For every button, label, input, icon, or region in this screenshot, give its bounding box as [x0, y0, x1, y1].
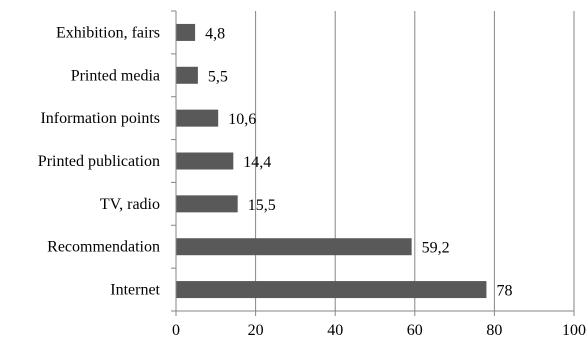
- data-label: 5,5: [208, 68, 228, 85]
- x-tick-label: 100: [562, 322, 586, 339]
- bar-3: [176, 152, 234, 170]
- data-label: 10,6: [228, 111, 256, 128]
- data-label: 78: [496, 283, 512, 300]
- bar-0: [176, 281, 487, 299]
- bar-4: [176, 109, 219, 127]
- x-tick-label: 60: [407, 322, 423, 339]
- category-label: Exhibition, fairs: [56, 24, 160, 41]
- category-label: Internet: [110, 282, 160, 299]
- data-label: 59,2: [422, 240, 450, 257]
- x-tick-label: 80: [486, 322, 502, 339]
- data-label: 15,5: [248, 197, 276, 214]
- category-label: Recommendation: [47, 239, 160, 256]
- x-tick-label: 20: [248, 322, 264, 339]
- category-label: Information points: [40, 110, 160, 127]
- x-tick-label: 40: [327, 322, 343, 339]
- bar-5: [176, 66, 198, 84]
- data-label: 14,4: [243, 154, 271, 171]
- category-label: TV, radio: [100, 196, 160, 213]
- category-label: Printed publication: [38, 153, 160, 170]
- x-tick-label: 0: [172, 322, 180, 339]
- bar-2: [176, 195, 238, 213]
- bars: [176, 23, 487, 299]
- labels: 0 20 40 60 80 100 Internet 78 Recommendation 59,2…: [38, 24, 586, 339]
- bar-6: [176, 23, 196, 41]
- grid-lines: [255, 11, 575, 311]
- bar-1: [176, 238, 412, 256]
- data-label: 4,8: [205, 25, 225, 42]
- category-label: Printed media: [71, 67, 160, 84]
- axes: [171, 10, 575, 316]
